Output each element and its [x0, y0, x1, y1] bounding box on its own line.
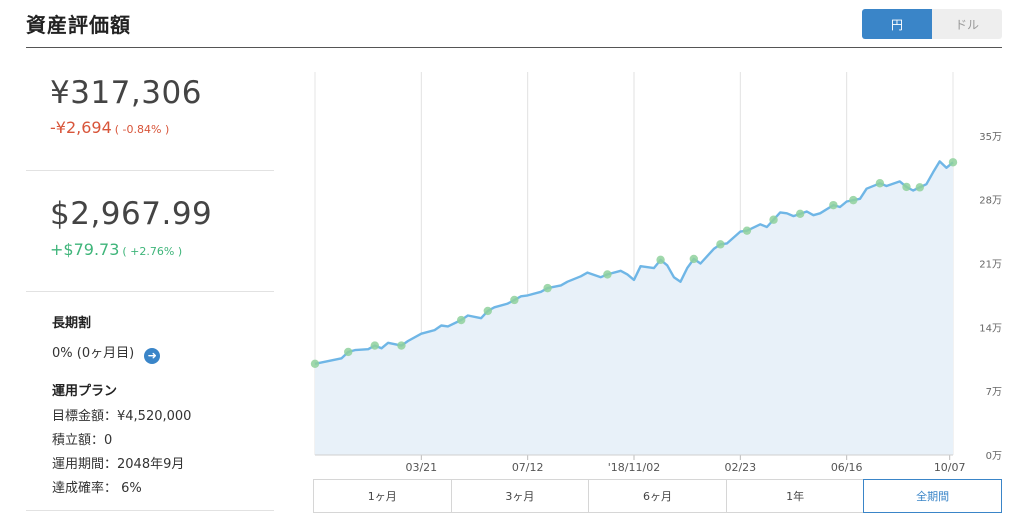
chart-point [849, 195, 858, 205]
page-title: 資産評価額 [26, 13, 131, 37]
plan-label: 運用プラン [52, 384, 118, 399]
x-tick-label: 06/16 [831, 461, 863, 474]
arrow-right-icon[interactable]: ➜ [144, 347, 161, 364]
chart-point [948, 158, 958, 167]
range-tab-6m[interactable]: 6ヶ月 [589, 480, 727, 512]
asset-chart-svg: 03/21 07/12 '18/11/02 02/23 06/16 10/07 0万 7万 14… [310, 72, 1002, 474]
chart-point [457, 315, 466, 325]
plan-target: 目標金額：¥4,520,000 [52, 409, 192, 424]
chart-point [370, 341, 380, 350]
x-tick-label: 03/21 [405, 461, 437, 474]
chart-point [689, 254, 699, 264]
yen-change-amount: -¥2,694 [50, 118, 112, 137]
chart-point [310, 359, 320, 369]
range-tab-1y[interactable]: 1年 [727, 480, 865, 512]
divider [26, 170, 274, 171]
usd-total: $2,967.99 [50, 196, 213, 232]
chart-point [742, 226, 752, 235]
chart-point [795, 209, 805, 219]
chart-area-fill [315, 161, 953, 455]
chart-point [603, 270, 612, 279]
chart-point [483, 306, 492, 316]
long-term-label: 長期割 [52, 316, 92, 331]
x-tick-label: 10/07 [934, 461, 966, 474]
currency-yen-button[interactable]: 円 [862, 9, 932, 39]
yen-total: ¥317,306 [50, 75, 202, 111]
divider [26, 291, 274, 292]
usd-change-percent: ( +2.76% ) [122, 245, 183, 258]
chart-point [344, 347, 353, 357]
long-term-row: 0% (0ヶ月目) ➜ [52, 342, 161, 364]
chart-point [656, 255, 665, 265]
usd-change-amount: +$79.73 [50, 240, 120, 259]
range-tab-all[interactable]: 全期間 [863, 479, 1002, 513]
y-tick-label: 21万 [979, 260, 1002, 271]
x-tick-label: 02/23 [724, 461, 756, 474]
plan-period: 運用期間：2048年9月 [52, 457, 185, 472]
asset-chart: 03/21 07/12 '18/11/02 02/23 06/16 10/07 0万 7万 14… [305, 70, 1010, 475]
x-tick-label: '18/11/02 [608, 461, 660, 474]
range-tabs: 1ヶ月 3ヶ月 6ヶ月 1年 全期間 [313, 479, 1002, 513]
chart-point [510, 295, 519, 305]
chart-point [902, 182, 911, 192]
header-divider [26, 47, 1002, 48]
y-tick-label: 14万 [979, 323, 1002, 334]
chart-point [875, 179, 885, 188]
y-tick-label: 28万 [979, 196, 1002, 207]
range-tab-1m[interactable]: 1ヶ月 [314, 480, 452, 512]
plan-probability: 達成確率： 6% [52, 481, 142, 496]
range-tab-3m[interactable]: 3ヶ月 [452, 480, 590, 512]
yen-change: -¥2,694( -0.84% ) [50, 118, 169, 137]
yen-change-percent: ( -0.84% ) [114, 123, 170, 136]
chart-point [829, 200, 838, 210]
long-term-value: 0% (0ヶ月目) [52, 346, 135, 361]
y-tick-label: 0万 [986, 451, 1002, 462]
chart-point [769, 215, 778, 224]
usd-change: +$79.73( +2.76% ) [50, 240, 182, 259]
currency-toggle: 円 ドル [862, 9, 1002, 39]
currency-dollar-button[interactable]: ドル [932, 9, 1002, 39]
x-tick-label: 07/12 [512, 461, 544, 474]
plan-monthly: 積立額：0 [52, 433, 113, 448]
y-tick-label: 7万 [986, 387, 1002, 398]
divider [26, 510, 274, 511]
y-tick-label: 35万 [979, 132, 1002, 143]
summary-panel: ¥317,306 -¥2,694( -0.84% ) $2,967.99 +$7… [26, 48, 274, 518]
chart-point [716, 240, 725, 249]
chart-point [915, 183, 924, 192]
chart-point [397, 341, 406, 350]
chart-point [543, 283, 552, 293]
